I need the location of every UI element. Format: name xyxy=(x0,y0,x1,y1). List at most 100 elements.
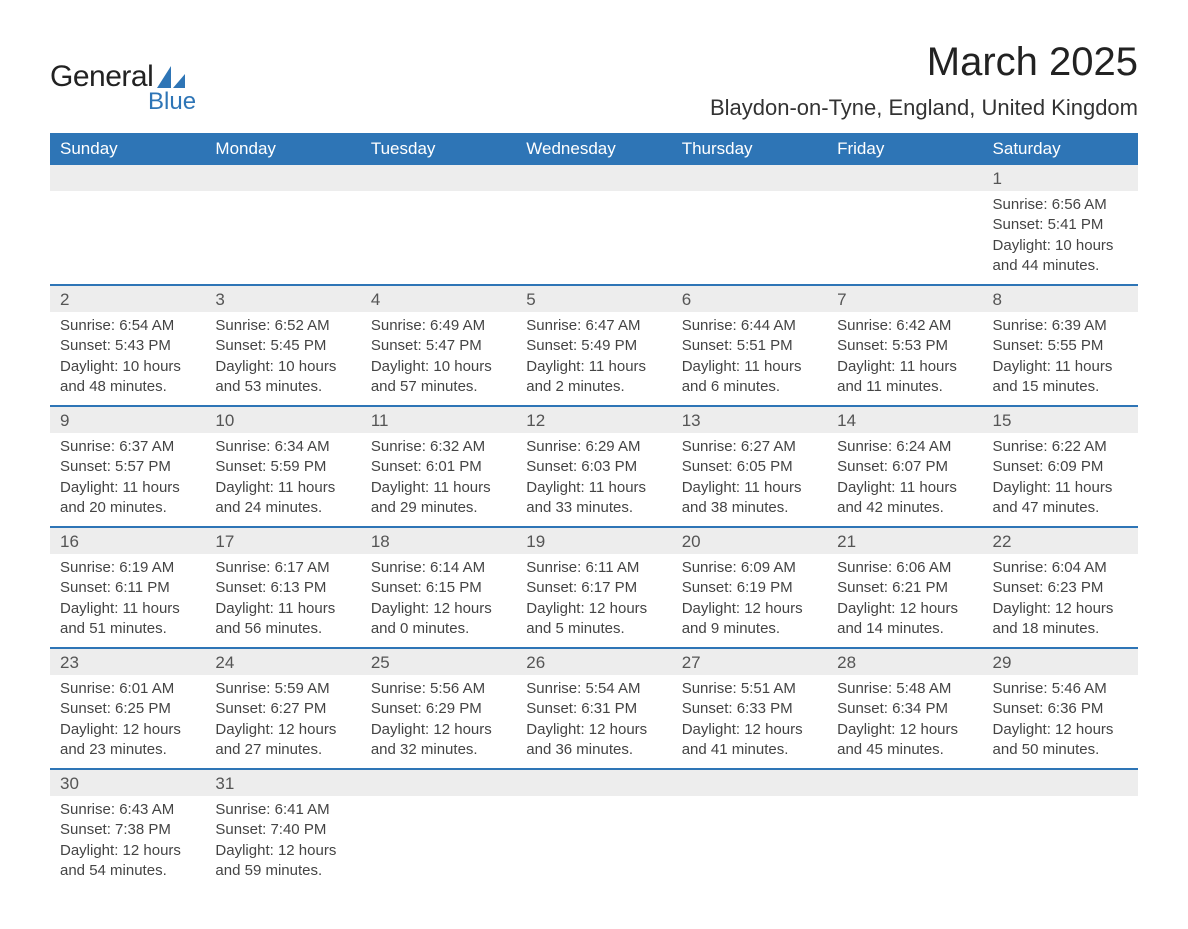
daylight-line-2: and 42 minutes. xyxy=(837,498,972,518)
daylight-line-2: and 56 minutes. xyxy=(215,619,350,639)
day-details-cell: Sunrise: 6:24 AMSunset: 6:07 PMDaylight:… xyxy=(827,433,982,527)
logo: General Blue xyxy=(50,60,196,116)
day-number-cell xyxy=(516,165,671,191)
day-details-cell: Sunrise: 6:22 AMSunset: 6:09 PMDaylight:… xyxy=(983,433,1138,527)
day-details-cell: Sunrise: 6:47 AMSunset: 5:49 PMDaylight:… xyxy=(516,312,671,406)
sunrise-line: Sunrise: 6:34 AM xyxy=(215,437,350,457)
weekday-header: Sunday xyxy=(50,133,205,165)
sunset-line: Sunset: 6:09 PM xyxy=(993,457,1128,477)
sunset-line: Sunset: 6:21 PM xyxy=(837,578,972,598)
sunset-line: Sunset: 6:27 PM xyxy=(215,699,350,719)
sunset-line: Sunset: 6:07 PM xyxy=(837,457,972,477)
sunset-line: Sunset: 7:40 PM xyxy=(215,820,350,840)
sunset-line: Sunset: 6:34 PM xyxy=(837,699,972,719)
sunrise-line: Sunrise: 6:22 AM xyxy=(993,437,1128,457)
day-number: 17 xyxy=(205,528,360,554)
day-details-cell: Sunrise: 6:44 AMSunset: 5:51 PMDaylight:… xyxy=(672,312,827,406)
daylight-line-1: Daylight: 12 hours xyxy=(682,599,817,619)
day-number xyxy=(672,770,827,794)
day-number: 18 xyxy=(361,528,516,554)
day-number-cell: 22 xyxy=(983,527,1138,554)
daylight-line-2: and 36 minutes. xyxy=(526,740,661,760)
sunrise-line: Sunrise: 6:47 AM xyxy=(526,316,661,336)
daylight-line-2: and 38 minutes. xyxy=(682,498,817,518)
daylight-line-2: and 33 minutes. xyxy=(526,498,661,518)
day-details-cell: Sunrise: 6:11 AMSunset: 6:17 PMDaylight:… xyxy=(516,554,671,648)
day-number-cell: 11 xyxy=(361,406,516,433)
sunrise-line: Sunrise: 6:11 AM xyxy=(526,558,661,578)
daylight-line-2: and 5 minutes. xyxy=(526,619,661,639)
sunset-line: Sunset: 5:45 PM xyxy=(215,336,350,356)
sunrise-line: Sunrise: 6:17 AM xyxy=(215,558,350,578)
page-header: General Blue March 2025 Blaydon-on-Tyne,… xyxy=(50,40,1138,121)
title-block: March 2025 Blaydon-on-Tyne, England, Uni… xyxy=(710,40,1138,121)
daylight-line-2: and 24 minutes. xyxy=(215,498,350,518)
day-number: 29 xyxy=(983,649,1138,675)
day-number-cell xyxy=(827,769,982,796)
sunrise-line: Sunrise: 6:24 AM xyxy=(837,437,972,457)
day-number: 3 xyxy=(205,286,360,312)
sunrise-line: Sunrise: 6:04 AM xyxy=(993,558,1128,578)
sunset-line: Sunset: 5:53 PM xyxy=(837,336,972,356)
day-details-cell xyxy=(672,191,827,285)
sail-icon xyxy=(157,66,185,88)
week-daynum-row: 23242526272829 xyxy=(50,648,1138,675)
day-number xyxy=(516,770,671,794)
daylight-line-1: Daylight: 11 hours xyxy=(993,478,1128,498)
daylight-line-2: and 11 minutes. xyxy=(837,377,972,397)
daylight-line-2: and 57 minutes. xyxy=(371,377,506,397)
sunrise-line: Sunrise: 6:43 AM xyxy=(60,800,195,820)
week-daynum-row: 16171819202122 xyxy=(50,527,1138,554)
day-number-cell: 5 xyxy=(516,285,671,312)
day-number-cell: 24 xyxy=(205,648,360,675)
weekday-header-row: SundayMondayTuesdayWednesdayThursdayFrid… xyxy=(50,133,1138,165)
day-details-cell: Sunrise: 6:14 AMSunset: 6:15 PMDaylight:… xyxy=(361,554,516,648)
sunset-line: Sunset: 6:29 PM xyxy=(371,699,506,719)
daylight-line-1: Daylight: 12 hours xyxy=(215,841,350,861)
day-number-cell: 10 xyxy=(205,406,360,433)
weekday-header: Tuesday xyxy=(361,133,516,165)
day-details-cell: Sunrise: 6:49 AMSunset: 5:47 PMDaylight:… xyxy=(361,312,516,406)
day-number-cell: 19 xyxy=(516,527,671,554)
day-number: 27 xyxy=(672,649,827,675)
sunset-line: Sunset: 6:13 PM xyxy=(215,578,350,598)
daylight-line-1: Daylight: 11 hours xyxy=(526,357,661,377)
daylight-line-2: and 9 minutes. xyxy=(682,619,817,639)
sunset-line: Sunset: 5:41 PM xyxy=(993,215,1128,235)
day-number xyxy=(827,770,982,794)
daylight-line-1: Daylight: 12 hours xyxy=(60,720,195,740)
day-number: 19 xyxy=(516,528,671,554)
day-number xyxy=(361,165,516,189)
day-number-cell xyxy=(361,165,516,191)
day-number-cell: 7 xyxy=(827,285,982,312)
sunrise-line: Sunrise: 5:46 AM xyxy=(993,679,1128,699)
month-title: March 2025 xyxy=(710,40,1138,85)
sunrise-line: Sunrise: 6:29 AM xyxy=(526,437,661,457)
sunrise-line: Sunrise: 6:32 AM xyxy=(371,437,506,457)
daylight-line-2: and 48 minutes. xyxy=(60,377,195,397)
daylight-line-1: Daylight: 12 hours xyxy=(837,720,972,740)
sunrise-line: Sunrise: 6:27 AM xyxy=(682,437,817,457)
daylight-line-1: Daylight: 10 hours xyxy=(215,357,350,377)
daylight-line-1: Daylight: 11 hours xyxy=(215,478,350,498)
day-details-cell xyxy=(361,796,516,889)
sunset-line: Sunset: 6:25 PM xyxy=(60,699,195,719)
daylight-line-1: Daylight: 12 hours xyxy=(215,720,350,740)
day-number: 12 xyxy=(516,407,671,433)
day-details-cell: Sunrise: 6:32 AMSunset: 6:01 PMDaylight:… xyxy=(361,433,516,527)
daylight-line-1: Daylight: 11 hours xyxy=(993,357,1128,377)
daylight-line-1: Daylight: 11 hours xyxy=(682,357,817,377)
day-details-cell xyxy=(205,191,360,285)
daylight-line-1: Daylight: 11 hours xyxy=(215,599,350,619)
day-details-cell xyxy=(672,796,827,889)
day-details-cell xyxy=(516,796,671,889)
daylight-line-1: Daylight: 12 hours xyxy=(993,599,1128,619)
daylight-line-2: and 20 minutes. xyxy=(60,498,195,518)
day-details-cell: Sunrise: 6:52 AMSunset: 5:45 PMDaylight:… xyxy=(205,312,360,406)
day-number-cell: 14 xyxy=(827,406,982,433)
daylight-line-1: Daylight: 10 hours xyxy=(371,357,506,377)
sunset-line: Sunset: 5:59 PM xyxy=(215,457,350,477)
daylight-line-1: Daylight: 10 hours xyxy=(993,236,1128,256)
day-number-cell: 23 xyxy=(50,648,205,675)
day-number: 31 xyxy=(205,770,360,796)
